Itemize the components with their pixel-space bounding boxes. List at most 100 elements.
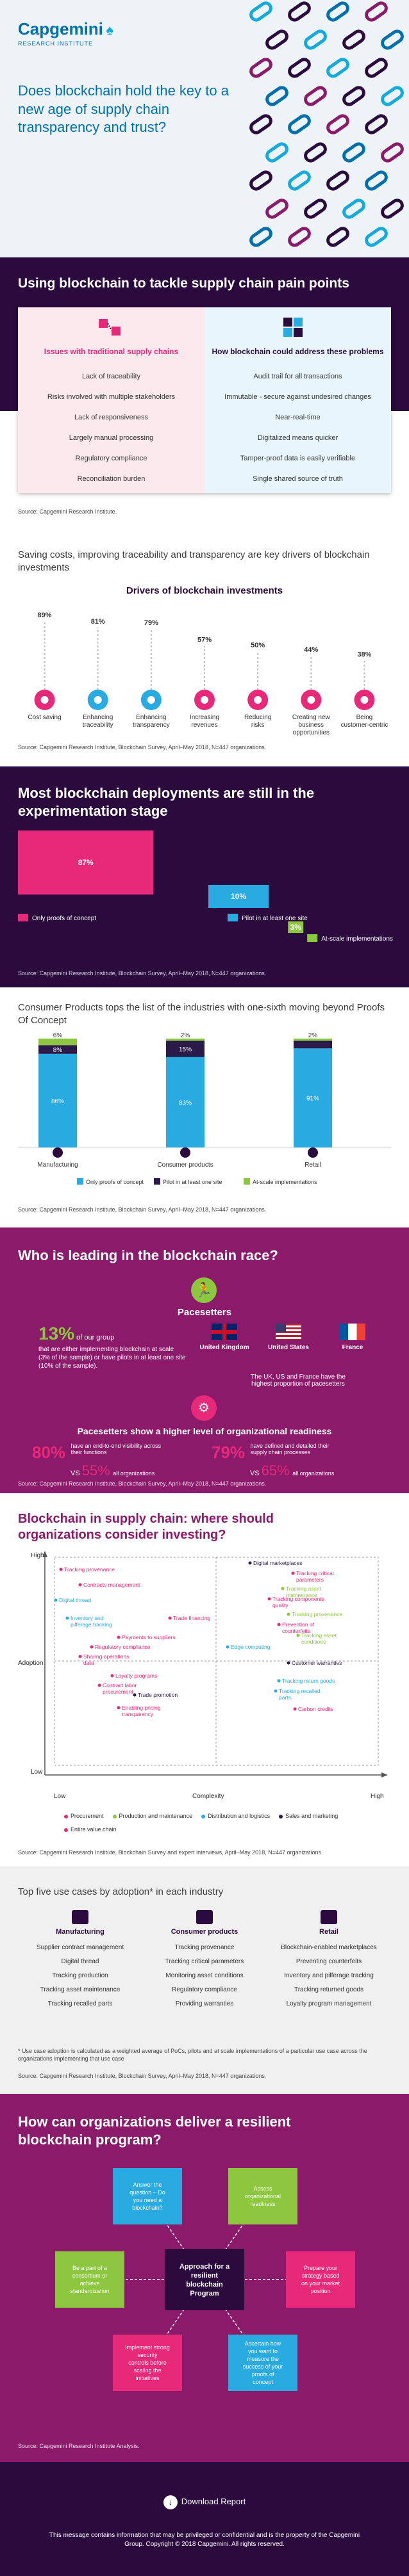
issues-title: Issues with traditional supply chains bbox=[44, 347, 179, 356]
pacesetter-share: 13% of our group that are either impleme… bbox=[38, 1324, 186, 1370]
chain-link-shape bbox=[288, 114, 311, 134]
country-name: United Kingdom bbox=[199, 1344, 249, 1351]
program-node-label: Ascertain how bbox=[245, 2340, 281, 2347]
industry-bar-segment bbox=[294, 1041, 332, 1049]
matrix-item-dot bbox=[78, 1655, 82, 1658]
chain-link-shape bbox=[326, 58, 349, 78]
chain-link-shape bbox=[304, 198, 327, 219]
matrix-item-dot bbox=[59, 1567, 63, 1571]
stat-processes: 79% have defined and detailed their supp… bbox=[212, 1443, 385, 1479]
matrix-legend-item: Production and maintenance bbox=[112, 1813, 192, 1819]
matrix-item-label: procurement bbox=[103, 1689, 133, 1695]
program-node-label: organizational bbox=[245, 2193, 281, 2199]
chain-link-shape bbox=[365, 227, 388, 247]
legal-text: This message contains information that m… bbox=[49, 2532, 360, 2548]
matrix-item-dot bbox=[117, 1706, 121, 1710]
matrix-item-dot bbox=[226, 1645, 230, 1649]
deployment-category-label: At-scale implementations bbox=[321, 936, 393, 943]
capgemini-logo: Capgemini ♠ RESEARCH INSTITUTE bbox=[18, 19, 113, 47]
matrix-item-label: Edge computing bbox=[231, 1644, 271, 1650]
program-connector bbox=[147, 2279, 205, 2363]
pain-points-body: Using blockchain to tackle supply chain … bbox=[0, 257, 409, 533]
pacesetter-pct-rest: of our group bbox=[74, 1334, 115, 1341]
brand-sub: RESEARCH INSTITUTE bbox=[18, 40, 94, 47]
industry-value-label: 91% bbox=[306, 1096, 319, 1103]
program-node-label: achieve bbox=[79, 2280, 99, 2287]
program-connector bbox=[147, 2196, 205, 2280]
program-source: Source: Capgemini Research Institute Ana… bbox=[18, 2443, 140, 2449]
solutions-panel bbox=[204, 307, 391, 493]
footer-section: ↓ Download Report This message contains i… bbox=[0, 2462, 409, 2576]
cart-icon bbox=[196, 1910, 213, 1924]
usecases-section: Top five use cases by adoption* in each … bbox=[0, 1867, 409, 2094]
stat-visibility-desc: have an end-to-end visibility across the… bbox=[71, 1443, 162, 1455]
driver-icon bbox=[307, 696, 315, 704]
issue-item: Reconciliation burden bbox=[77, 475, 146, 483]
matrix-source: Source: Capgemini Research Institute, Bl… bbox=[18, 1849, 323, 1856]
industry-bar-segment bbox=[38, 1045, 77, 1054]
issue-item: Lack of responsiveness bbox=[74, 414, 148, 421]
industries-title: Consumer Products tops the list of the i… bbox=[18, 1002, 385, 1026]
matrix-item-label: pilferage tracking bbox=[71, 1621, 112, 1628]
driver-icon bbox=[147, 696, 155, 704]
chain-link-shape bbox=[365, 114, 388, 134]
usecase-item: Tracking provenance bbox=[174, 1944, 235, 1951]
matrix-y-label: Adoption bbox=[18, 1660, 44, 1667]
download-report-button[interactable]: ↓ Download Report bbox=[156, 2490, 253, 2513]
matrix-item-dot bbox=[117, 1635, 121, 1639]
industry-bar-segment bbox=[294, 1039, 332, 1041]
program-node-label: question – Do bbox=[129, 2189, 165, 2196]
driver-value-label: 50% bbox=[251, 642, 265, 649]
driver-category-label: traceability bbox=[83, 722, 113, 729]
deployment-category-label: Only proofs of concept bbox=[32, 915, 96, 922]
industry-value-label: 15% bbox=[179, 1046, 192, 1053]
matrix-item-label: Inventory and bbox=[71, 1615, 104, 1621]
legend-dot-icon bbox=[64, 1814, 68, 1819]
matrix-item-label: Tracking critical bbox=[296, 1570, 334, 1576]
driver-category-label: Cost saving bbox=[28, 714, 61, 721]
program-node-box bbox=[113, 2168, 182, 2224]
race-title: Who is leading in the blockchain race? bbox=[18, 1247, 278, 1263]
adoption-complexity-matrix: Tracking provenance Contracts management D… bbox=[42, 1551, 388, 1778]
matrix-item-dot bbox=[133, 1693, 137, 1697]
program-node-label: controls before bbox=[128, 2360, 167, 2366]
matrix-item-dot bbox=[97, 1683, 101, 1687]
solution-item: Single shared source of truth bbox=[253, 475, 343, 483]
runner-icon: 🏃 bbox=[191, 1277, 217, 1303]
program-node-label: on your market bbox=[301, 2280, 340, 2287]
matrix-item-label: Loyalty programs bbox=[115, 1673, 157, 1679]
program-node-box bbox=[228, 2168, 297, 2224]
matrix-x-low: Low bbox=[54, 1793, 66, 1800]
usecase-item: Tracking asset maintenance bbox=[40, 1986, 121, 1993]
chain-link-shape bbox=[326, 114, 349, 134]
matrix-item-dot bbox=[287, 1612, 290, 1616]
industry-legend-swatch bbox=[244, 1178, 250, 1185]
deployment-section: Most blockchain deployments are still in… bbox=[0, 766, 409, 987]
issues-list: Lack of traceability Risks involved with … bbox=[18, 366, 204, 489]
program-connector bbox=[204, 2279, 263, 2363]
program-center-box bbox=[165, 2249, 244, 2310]
program-node-box bbox=[55, 2251, 124, 2308]
matrix-item-dot bbox=[248, 1561, 252, 1565]
usecase-column: Manufacturing Supplier contract managemen… bbox=[18, 1910, 142, 2011]
chain-link-shape bbox=[381, 86, 404, 106]
industry-bar-segment bbox=[38, 1053, 77, 1147]
usecase-item: Inventory and pilferage tracking bbox=[284, 1972, 374, 1979]
matrix-legend-label: Procurement bbox=[71, 1813, 104, 1819]
driver-value-label: 38% bbox=[357, 651, 371, 658]
us-flag-canton bbox=[276, 1324, 286, 1332]
usecase-columns: Manufacturing Supplier contract managemen… bbox=[18, 1910, 391, 2032]
chain-link-shape bbox=[249, 170, 272, 191]
deployment-value-label: 10% bbox=[231, 892, 246, 901]
matrix-x-high: High bbox=[371, 1793, 384, 1800]
chain-link-shape bbox=[342, 86, 365, 106]
program-node-label: Assess bbox=[253, 2185, 272, 2192]
usecase-item: Providing warranties bbox=[175, 2000, 234, 2007]
matrix-legend-label: Entire value chain bbox=[71, 1826, 117, 1833]
deployment-title: Most blockchain deployments are still in… bbox=[18, 785, 315, 819]
stat-visibility-vs: VS bbox=[71, 1470, 80, 1477]
driver-value-label: 57% bbox=[197, 636, 212, 644]
driver-icon bbox=[40, 696, 49, 704]
program-section: How can organizations deliver a resilien… bbox=[0, 2094, 409, 2462]
